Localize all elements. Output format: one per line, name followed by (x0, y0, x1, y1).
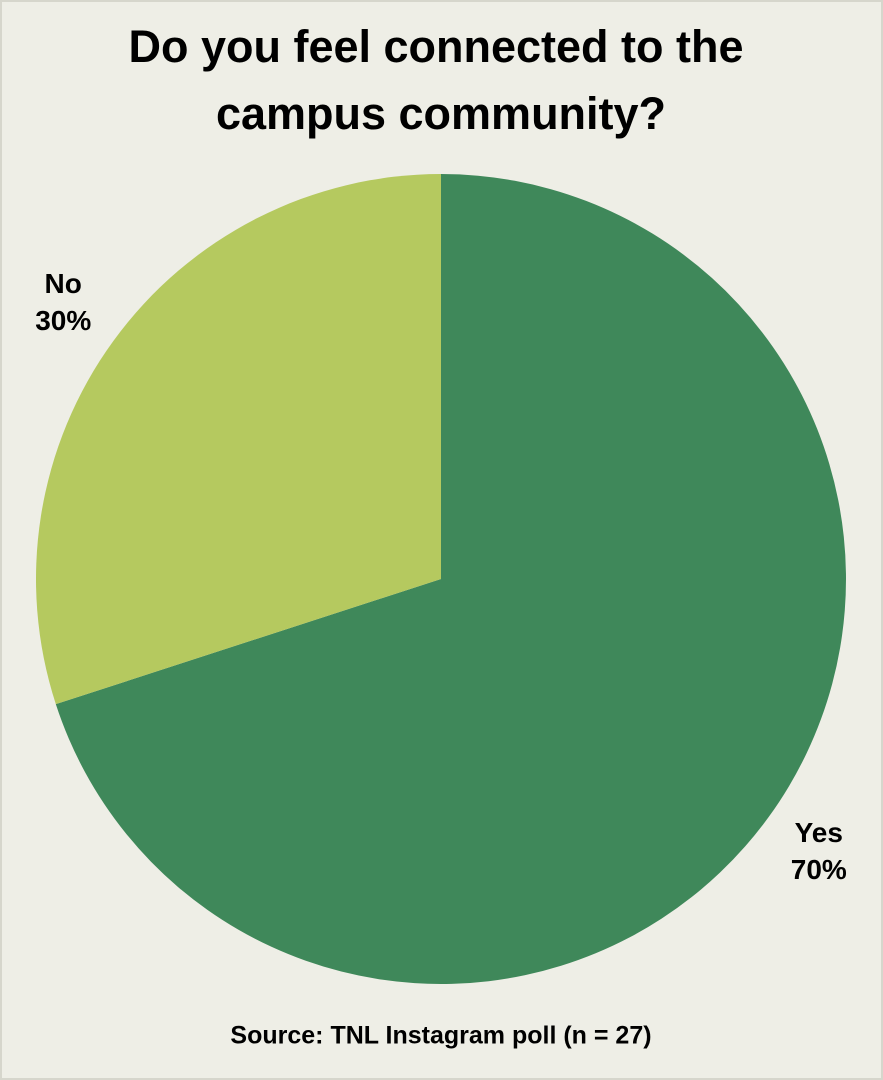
source-note: Source: TNL Instagram poll (n = 27) (230, 1022, 651, 1050)
value-label: 30% (35, 305, 91, 336)
value-label: 70% (791, 854, 847, 885)
slice-label: Yes (795, 817, 843, 848)
chart-title: Do you feel connected to the (128, 21, 743, 72)
pie-slice (55, 174, 847, 985)
slice-label: No (45, 268, 82, 299)
pie-slice (35, 174, 441, 705)
chart-title: campus community? (216, 88, 666, 139)
